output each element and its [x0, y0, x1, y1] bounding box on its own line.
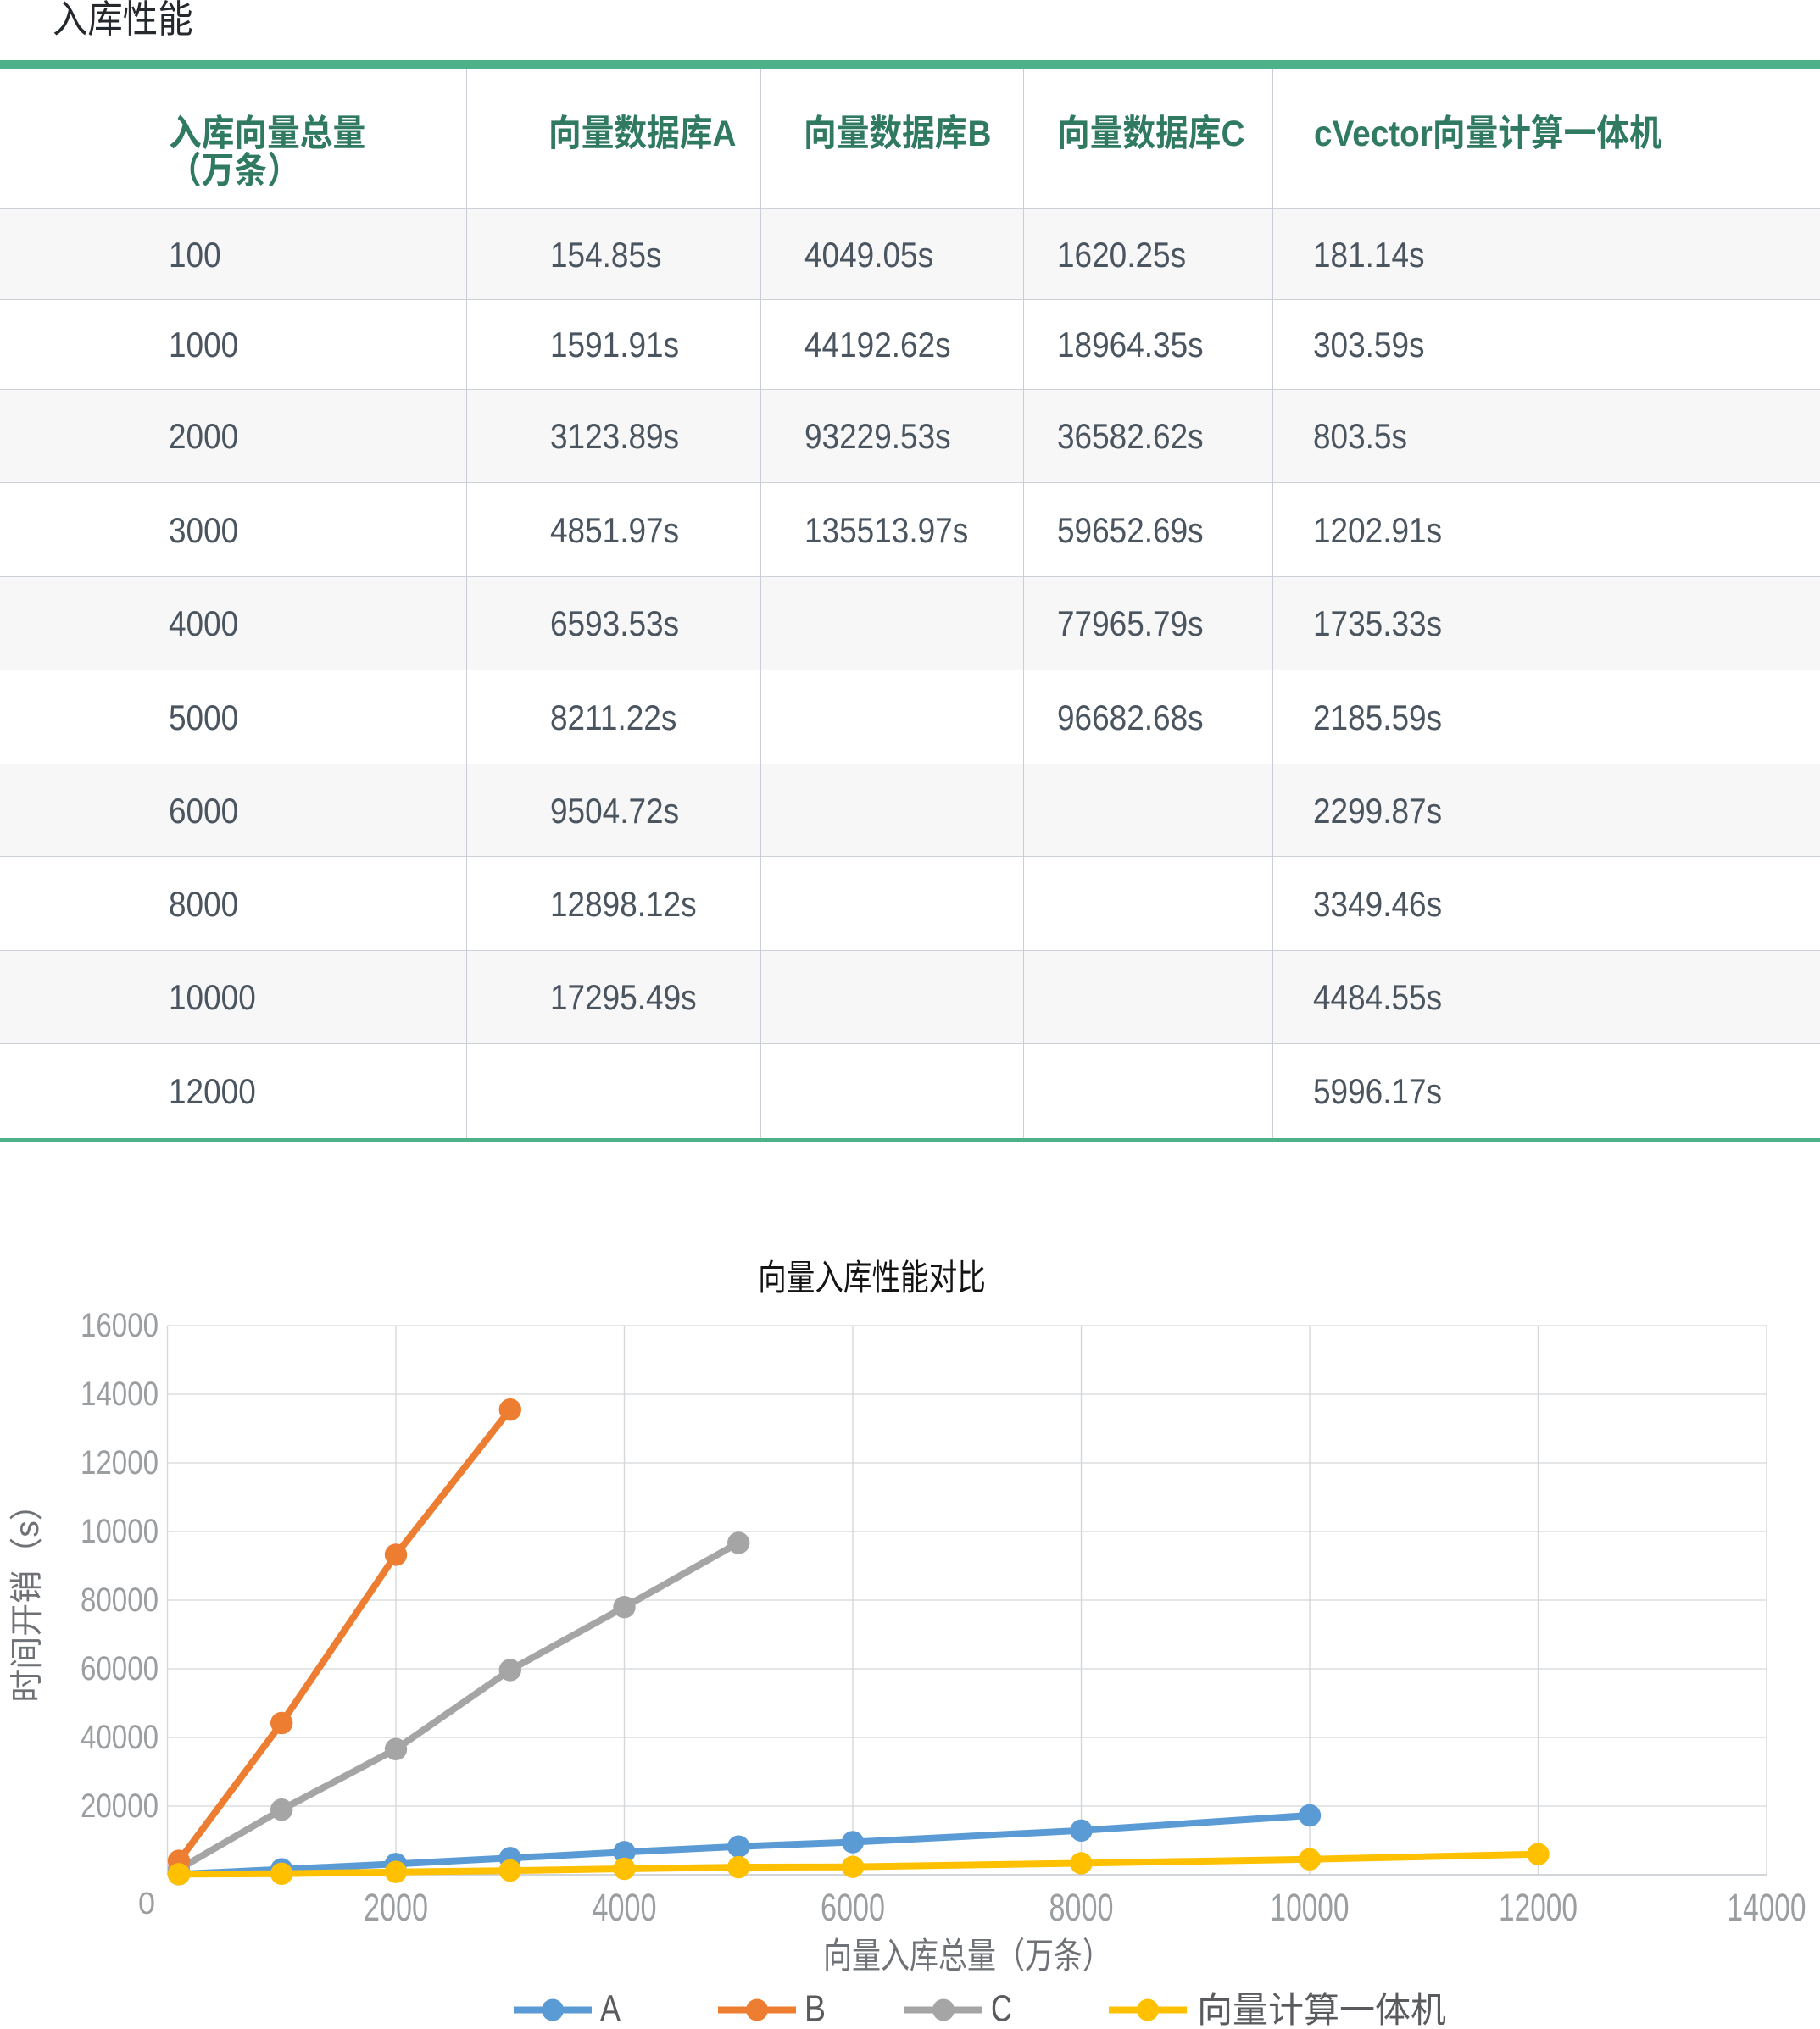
svg-text:C: C: [991, 1988, 1012, 2029]
svg-text:时间开销（s）: 时间开销（s）: [9, 1487, 46, 1703]
svg-text:14000: 14000: [81, 1376, 159, 1413]
svg-text:60000: 60000: [81, 1650, 159, 1687]
svg-text:向量计算一体机: 向量计算一体机: [1197, 1990, 1446, 2029]
svg-text:14000: 14000: [1728, 1886, 1806, 1929]
svg-text:0: 0: [138, 1886, 155, 1921]
svg-text:8000: 8000: [1049, 1886, 1114, 1929]
svg-text:12000: 12000: [1499, 1886, 1578, 1929]
svg-text:4000: 4000: [593, 1886, 657, 1929]
svg-text:12000: 12000: [81, 1444, 159, 1481]
svg-text:向量入库总量（万条）: 向量入库总量（万条）: [823, 1937, 1111, 1976]
svg-text:向量入库性能对比: 向量入库性能对比: [758, 1259, 986, 1298]
svg-text:A: A: [600, 1988, 621, 2029]
svg-text:10000: 10000: [81, 1513, 159, 1550]
svg-text:2000: 2000: [364, 1886, 428, 1929]
svg-text:80000: 80000: [81, 1582, 159, 1619]
svg-text:10000: 10000: [1271, 1886, 1350, 1929]
svg-text:16000: 16000: [81, 1307, 159, 1344]
svg-text:40000: 40000: [81, 1719, 159, 1756]
svg-text:20000: 20000: [81, 1787, 159, 1825]
svg-text:6000: 6000: [821, 1886, 885, 1929]
svg-text:B: B: [804, 1988, 826, 2029]
